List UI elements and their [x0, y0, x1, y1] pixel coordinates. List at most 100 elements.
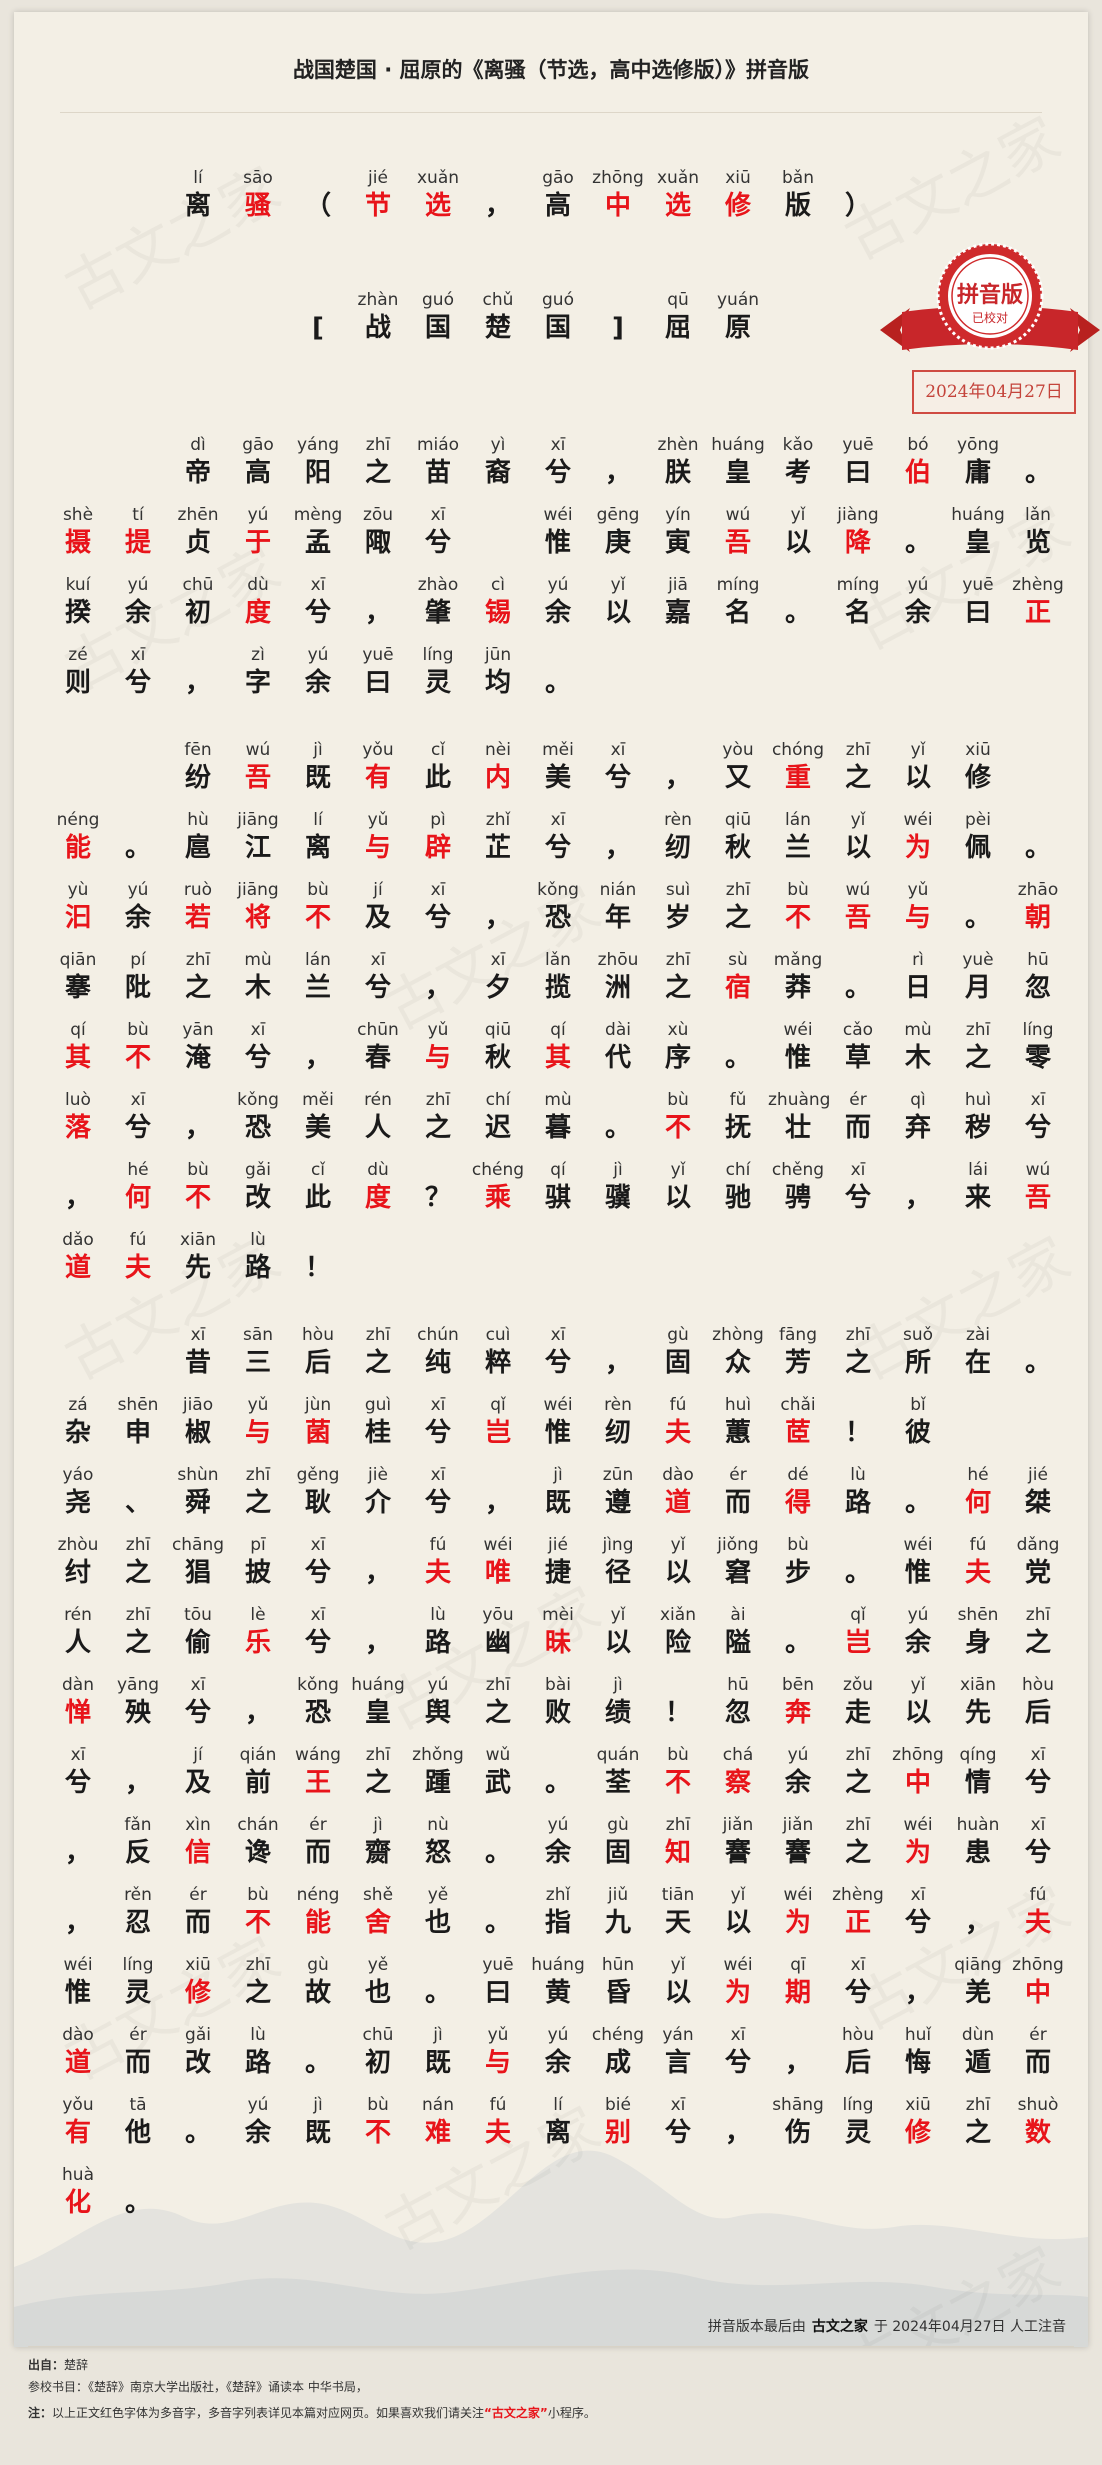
credit-site-link[interactable]: 古文之家 [811, 2319, 868, 2335]
pinyin: yù [67, 880, 89, 900]
character: 兮 [424, 1418, 451, 1448]
pinyin: bù [247, 1885, 269, 1905]
pinyin: xī [550, 1325, 566, 1345]
char-cell: bǐ 彼 [888, 1395, 948, 1448]
polyphonic-character: 夫 [484, 2118, 511, 2148]
char-cell: ér 而 [108, 2025, 168, 2078]
pinyin: chá [722, 1745, 754, 1765]
character: 反 [124, 1838, 151, 1868]
char-cell: chóng 重 [768, 740, 828, 793]
character: 惟 [904, 1558, 931, 1588]
pinyin: zhī [485, 1675, 511, 1695]
char-cell: yōng 庸 [948, 435, 1008, 488]
character: 步 [784, 1558, 811, 1588]
char-cell: zhī 之 [948, 2095, 1008, 2148]
character: ， [964, 1908, 991, 1938]
character: 又 [724, 763, 751, 793]
character: 兮 [64, 1768, 91, 1798]
character: 踵 [424, 1768, 451, 1798]
char-cell: fú 夫 [948, 1535, 1008, 1588]
polyphonic-character: 度 [244, 598, 271, 628]
pinyin: dùn [961, 2025, 995, 2045]
pinyin: nèi [485, 740, 511, 760]
credit-suffix: 于 2024年04月27日 人工注音 [873, 2319, 1066, 2335]
pinyin: ér [729, 1465, 747, 1485]
pinyin: gāo [542, 168, 574, 188]
char-cell: gǎi 改 [168, 2025, 228, 2078]
char-cell: yǐ 以 [648, 1535, 708, 1588]
polyphonic-character: 不 [304, 903, 331, 933]
pinyin: lǎn [545, 950, 571, 970]
polyphonic-character: 中 [904, 1768, 931, 1798]
pinyin: nián [599, 880, 637, 900]
pinyin: yú [547, 1815, 569, 1835]
char-cell: lǎn 揽 [528, 950, 588, 1003]
character: 既 [424, 2048, 451, 2078]
character: 秽 [964, 1113, 991, 1143]
char-cell: xī 兮 [528, 1325, 588, 1378]
char-cell: yòu 又 [708, 740, 768, 793]
char-cell: yǔ 与 [888, 880, 948, 933]
pinyin: míng [836, 575, 880, 595]
character: 舜 [184, 1488, 211, 1518]
pinyin: rì [912, 950, 924, 970]
source-value[interactable]: 楚辞 [64, 2358, 89, 2372]
pinyin: pí [130, 950, 146, 970]
char-cell: ， [348, 575, 408, 628]
pinyin: xiū [905, 2095, 931, 2115]
char-cell: yú 余 [768, 1745, 828, 1798]
char-cell: chéng 乘 [468, 1160, 528, 1213]
character: 曰 [364, 668, 391, 698]
char-cell: quán 荃 [588, 1745, 648, 1798]
character: 径 [604, 1558, 631, 1588]
pinyin: líng [842, 2095, 874, 2115]
character: 披 [244, 1558, 271, 1588]
character: 嘉 [664, 598, 691, 628]
polyphonic-character: 吾 [1024, 1183, 1051, 1213]
character: 秋 [484, 1043, 511, 1073]
note-miniprogram-link[interactable]: “古文之家” [484, 2406, 548, 2420]
character: 弃 [904, 1113, 931, 1143]
pinyin [228, 1675, 288, 1695]
pinyin: zhòu [57, 1535, 99, 1555]
pinyin: yán [662, 2025, 694, 2045]
character: 兮 [124, 668, 151, 698]
character: 指 [544, 1908, 571, 1938]
pinyin: bù [187, 1160, 209, 1180]
character: 路 [424, 1628, 451, 1658]
char-cell: hé 何 [948, 1465, 1008, 1518]
char-cell: gǎi 改 [228, 1160, 288, 1213]
character: 偷 [184, 1628, 211, 1658]
pinyin: yě [367, 1955, 389, 1975]
pinyin: huáng [531, 1955, 585, 1975]
character: 兰 [784, 833, 811, 863]
pinyin: hù [187, 810, 209, 830]
character: 。 [784, 598, 811, 628]
pinyin [288, 2025, 348, 2045]
char-cell: jié 桀 [1008, 1465, 1068, 1518]
pinyin: jiàng [837, 505, 879, 525]
character: 。 [1024, 1348, 1051, 1378]
pinyin: huà [62, 2165, 94, 2185]
char-cell: yǐ 以 [588, 1605, 648, 1658]
character: 猖 [184, 1558, 211, 1588]
char-cell: zhī 之 [228, 1955, 288, 2008]
character: 纫 [664, 833, 691, 863]
char-cell: ， [648, 740, 708, 793]
character: 阰 [124, 973, 151, 1003]
pinyin: xiān [960, 1675, 996, 1695]
char-cell: yú 余 [528, 575, 588, 628]
proofread-credit: 拼音版本最后由 古文之家于 2024年04月27日 人工注音 [708, 2316, 1066, 2336]
pinyin: zhāo [1017, 880, 1059, 900]
char-cell: zhòu 纣 [48, 1535, 108, 1588]
pinyin: yú [907, 575, 929, 595]
character: 此 [424, 763, 451, 793]
pinyin: xī [850, 1160, 866, 1180]
pinyin: jí [193, 1745, 203, 1765]
char-cell: yǐ 以 [588, 575, 648, 628]
pinyin: mù [244, 950, 272, 970]
polyphonic-character: 吾 [244, 763, 271, 793]
char-cell: yǐ 以 [648, 1955, 708, 2008]
polyphonic-character: 修 [904, 2118, 931, 2148]
pinyin: fǎn [124, 1815, 152, 1835]
